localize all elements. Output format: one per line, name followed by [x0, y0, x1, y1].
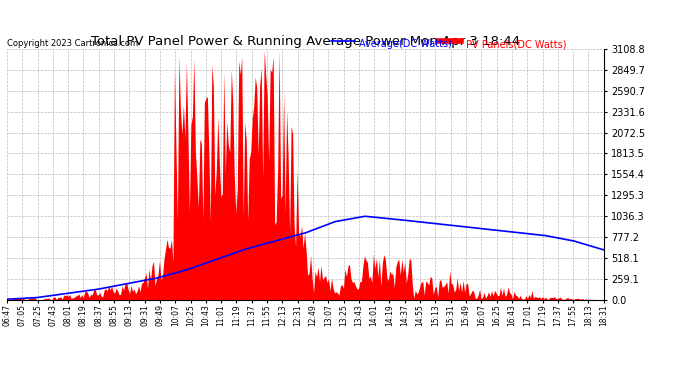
Title: Total PV Panel Power & Running Average Power Mon Apr 3 18:44: Total PV Panel Power & Running Average P…	[91, 34, 520, 48]
Text: Copyright 2023 Cartronics.com: Copyright 2023 Cartronics.com	[7, 39, 138, 48]
Text: PV Panels(DC Watts): PV Panels(DC Watts)	[466, 39, 566, 50]
Text: Average(DC Watts): Average(DC Watts)	[359, 39, 452, 50]
